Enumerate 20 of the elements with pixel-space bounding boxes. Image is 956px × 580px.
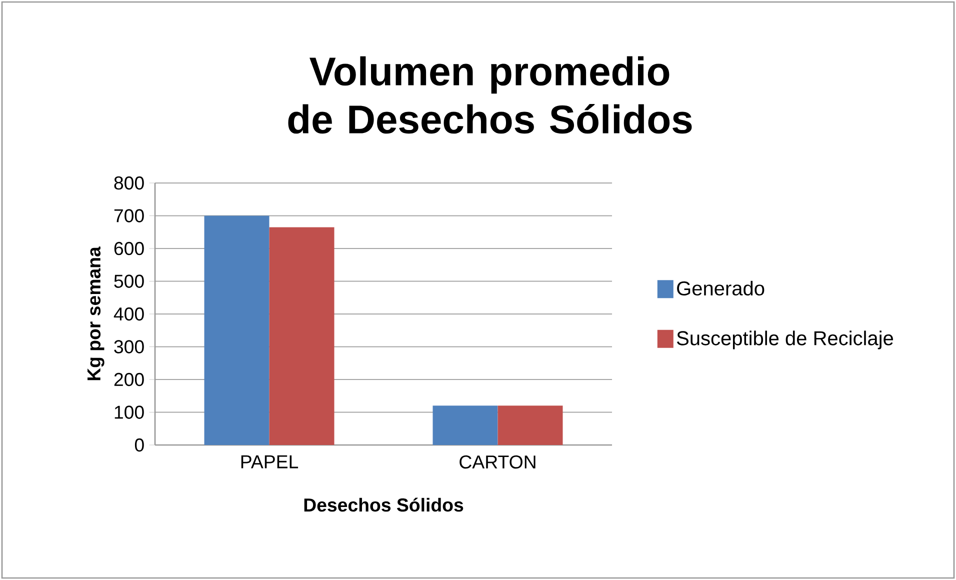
bar: [498, 406, 563, 445]
y-tick-label: 100: [114, 406, 144, 419]
y-tick-label: 200: [114, 372, 144, 386]
bar: [269, 227, 334, 445]
chart-title: Volumen promedio de Desechos Sólidos: [288, 56, 692, 134]
y-tick-label: 500: [114, 274, 144, 288]
bar: [204, 216, 270, 445]
legend-label: Susceptible de Reciclaje: [676, 330, 894, 350]
y-axis-title: Kg por semana: [88, 246, 104, 380]
y-tick-label: 600: [114, 242, 144, 256]
y-tick-label: 0: [134, 438, 144, 452]
y-tick-label: 300: [114, 340, 144, 354]
legend-label: Generado: [677, 280, 764, 296]
y-tick-label: 700: [114, 209, 144, 222]
bar: [432, 406, 498, 445]
y-tick-label: 400: [114, 307, 144, 321]
y-tick-label: 800: [114, 176, 144, 190]
x-tick-label: CARTON: [460, 455, 536, 469]
x-tick-label: PAPEL: [241, 455, 298, 468]
x-axis-title: Desechos Sólidos: [304, 498, 464, 512]
